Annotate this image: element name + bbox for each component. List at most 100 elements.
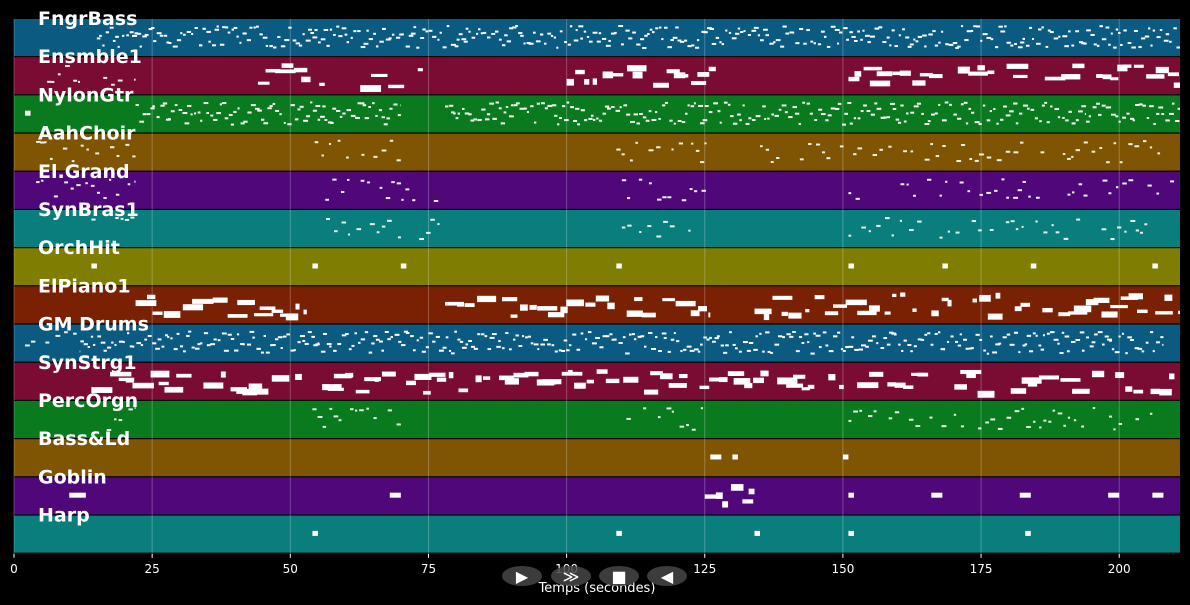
note-mark bbox=[1156, 112, 1160, 115]
note-mark bbox=[326, 217, 330, 220]
note-mark bbox=[247, 111, 252, 114]
note-mark bbox=[566, 78, 574, 86]
note-mark bbox=[1075, 30, 1080, 33]
note-mark bbox=[1010, 388, 1027, 394]
note-mark bbox=[422, 28, 426, 31]
note-mark bbox=[930, 343, 934, 346]
note-mark bbox=[815, 334, 821, 337]
note-mark bbox=[464, 303, 475, 308]
note-mark bbox=[438, 349, 444, 352]
note-mark bbox=[503, 111, 507, 114]
note-mark bbox=[996, 122, 999, 125]
track-lane-5[interactable] bbox=[14, 210, 1180, 247]
note-mark bbox=[71, 160, 75, 163]
note-mark bbox=[868, 230, 871, 233]
note-mark bbox=[664, 101, 668, 104]
note-mark bbox=[1153, 122, 1156, 125]
note-mark bbox=[312, 530, 318, 536]
note-mark bbox=[626, 113, 631, 116]
note-mark bbox=[1023, 104, 1029, 107]
track-lane-4[interactable] bbox=[14, 171, 1180, 209]
note-mark bbox=[419, 238, 425, 241]
note-mark bbox=[1118, 120, 1121, 123]
note-mark bbox=[843, 27, 848, 30]
note-mark bbox=[505, 106, 509, 109]
track-lane-13[interactable] bbox=[14, 515, 1180, 553]
note-mark bbox=[91, 218, 96, 221]
note-mark bbox=[186, 334, 190, 337]
forward-button[interactable]: ≫ bbox=[551, 566, 591, 586]
note-mark bbox=[832, 335, 838, 338]
note-mark bbox=[813, 332, 816, 335]
track-lane-2[interactable] bbox=[14, 95, 1180, 133]
note-mark bbox=[613, 31, 617, 34]
note-mark bbox=[894, 411, 900, 414]
note-mark bbox=[874, 27, 880, 30]
note-mark bbox=[405, 331, 410, 334]
note-mark bbox=[233, 26, 238, 29]
note-mark bbox=[168, 42, 172, 45]
note-mark bbox=[771, 113, 775, 116]
note-mark bbox=[379, 40, 384, 43]
track-lane-7[interactable] bbox=[14, 286, 1180, 324]
track-lane-3[interactable] bbox=[14, 133, 1180, 171]
note-mark bbox=[312, 408, 317, 411]
note-mark bbox=[86, 148, 89, 151]
note-mark bbox=[513, 372, 529, 378]
note-mark bbox=[336, 25, 340, 28]
note-mark bbox=[515, 25, 518, 28]
rewind-button[interactable]: ◀ bbox=[647, 566, 687, 586]
note-mark bbox=[613, 73, 624, 77]
note-mark bbox=[295, 303, 300, 310]
note-mark bbox=[883, 116, 887, 119]
play-button[interactable]: ▶ bbox=[502, 566, 542, 586]
note-mark bbox=[253, 313, 274, 317]
note-mark bbox=[1041, 104, 1045, 107]
note-mark bbox=[477, 119, 482, 122]
note-mark bbox=[1142, 104, 1146, 107]
note-mark bbox=[1013, 151, 1019, 154]
note-mark bbox=[857, 147, 863, 150]
track-lane-10[interactable] bbox=[14, 401, 1180, 438]
note-mark bbox=[1075, 119, 1079, 122]
note-mark bbox=[863, 66, 883, 71]
stop-button[interactable]: ■ bbox=[599, 566, 639, 586]
note-mark bbox=[734, 347, 738, 350]
note-mark bbox=[592, 118, 596, 121]
note-mark bbox=[671, 148, 674, 151]
note-mark bbox=[306, 115, 311, 118]
note-mark bbox=[483, 376, 491, 380]
note-mark bbox=[1062, 116, 1065, 119]
track-lane-8[interactable] bbox=[14, 324, 1180, 362]
note-mark bbox=[830, 107, 836, 110]
track-lane-0[interactable] bbox=[14, 19, 1180, 56]
track-lane-9[interactable] bbox=[14, 362, 1180, 400]
note-mark bbox=[364, 377, 381, 382]
track-label-4: El.Grand bbox=[38, 161, 130, 183]
note-mark bbox=[350, 114, 356, 117]
track-lane-12[interactable] bbox=[14, 477, 1180, 515]
track-lane-1[interactable] bbox=[14, 57, 1180, 95]
track-lane-11[interactable] bbox=[14, 439, 1180, 477]
note-mark bbox=[680, 350, 683, 353]
note-mark bbox=[1124, 230, 1127, 233]
note-mark bbox=[1159, 388, 1172, 396]
note-mark bbox=[681, 199, 687, 202]
note-mark bbox=[1002, 336, 1007, 339]
note-mark bbox=[519, 107, 525, 110]
note-mark bbox=[354, 332, 357, 335]
note-mark bbox=[655, 27, 659, 30]
note-mark bbox=[1117, 64, 1128, 72]
track-lane-6[interactable] bbox=[14, 248, 1180, 286]
note-mark bbox=[1062, 152, 1066, 155]
note-mark bbox=[926, 178, 932, 181]
note-mark bbox=[929, 74, 943, 79]
note-mark bbox=[132, 155, 136, 158]
note-mark bbox=[1111, 113, 1116, 116]
note-mark bbox=[525, 336, 528, 339]
note-mark bbox=[616, 263, 622, 269]
note-mark bbox=[631, 333, 635, 336]
note-mark bbox=[90, 335, 94, 338]
note-mark bbox=[358, 341, 361, 344]
note-mark bbox=[575, 69, 585, 75]
